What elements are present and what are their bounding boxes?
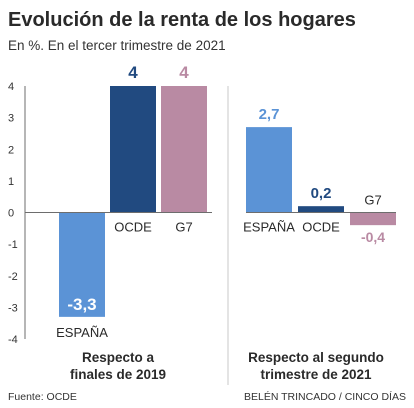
y-tick-label: -2 — [8, 271, 18, 283]
source-note: Fuente: OCDE — [8, 391, 77, 403]
y-tick-label: -4 — [8, 334, 18, 346]
y-tick-label: 3 — [8, 113, 14, 125]
category-label: OCDE — [114, 220, 152, 235]
group-label: Respecto al segundo — [248, 350, 384, 365]
data-label: -0,4 — [361, 229, 385, 245]
y-tick-label: -1 — [8, 239, 18, 251]
category-label: OCDE — [302, 220, 340, 235]
y-tick-label: 4 — [8, 81, 14, 93]
group-label: Respecto a — [82, 350, 155, 365]
y-tick-label: 1 — [8, 176, 14, 188]
bar — [59, 212, 105, 317]
chart-subtitle: En %. En el tercer trimestre de 2021 — [8, 38, 226, 53]
data-label: 2,7 — [259, 106, 280, 123]
category-label: G7 — [175, 220, 192, 235]
y-tick-label: -3 — [8, 302, 18, 314]
bar — [110, 86, 156, 213]
chart-title: Evolución de la renta de los hogares — [8, 9, 356, 31]
bar — [246, 127, 292, 213]
bar — [350, 212, 396, 226]
plot-area: 4 3 2 1 0 -1 -2 -3 -4 -3,3 ESPAÑA 4 OCDE 4 G7 Respecto … — [8, 63, 396, 385]
credit-note: BELÉN TRINCADO / CINCO DÍAS — [244, 390, 406, 403]
group-label: trimestre de 2021 — [260, 367, 372, 382]
group-label: finales de 2019 — [70, 367, 166, 382]
y-tick-label: 0 — [8, 208, 14, 220]
data-label: 4 — [128, 63, 138, 82]
category-label: ESPAÑA — [56, 325, 108, 340]
bar — [161, 86, 207, 213]
category-label: G7 — [364, 193, 381, 208]
y-tick-label: 2 — [8, 144, 14, 156]
data-label: 4 — [179, 63, 189, 82]
category-label: ESPAÑA — [243, 220, 295, 235]
bar — [298, 206, 344, 213]
data-label: -3,3 — [67, 295, 96, 314]
data-label: 0,2 — [311, 185, 332, 202]
